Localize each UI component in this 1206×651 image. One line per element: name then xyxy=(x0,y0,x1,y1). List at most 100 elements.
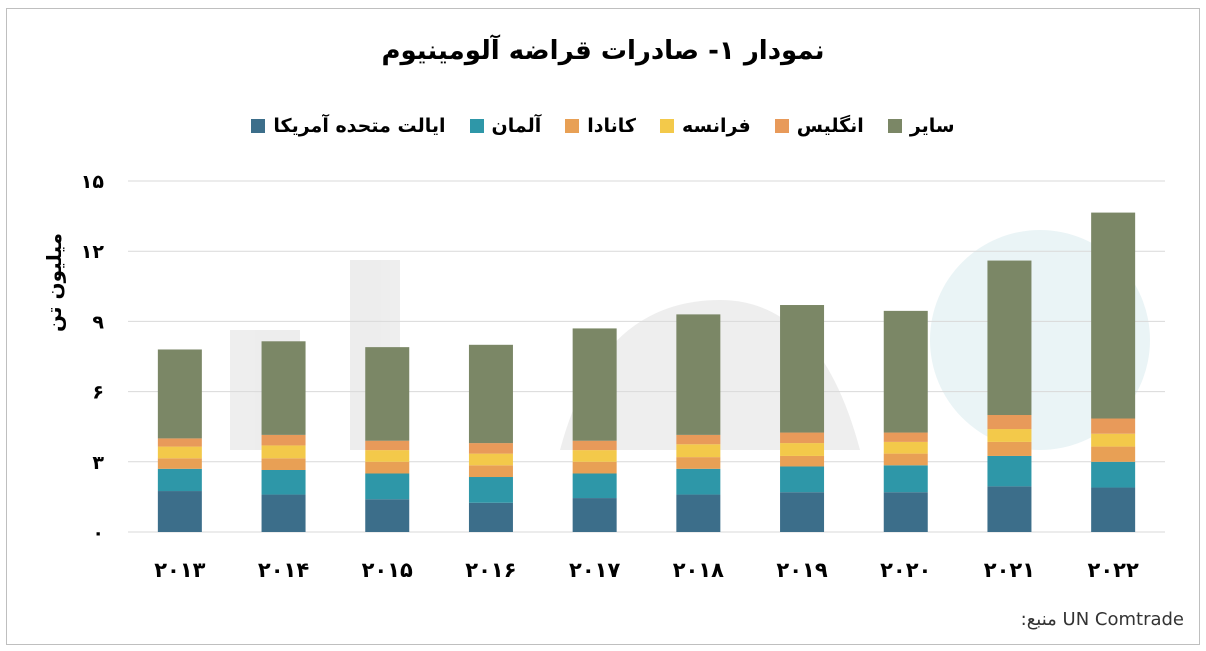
bar-segment xyxy=(780,305,825,433)
source-label: منبع: xyxy=(1020,609,1057,630)
bar-segment xyxy=(365,461,410,474)
bar-segment xyxy=(1091,487,1136,532)
bar-segment xyxy=(883,432,928,442)
bar-segment xyxy=(261,341,306,435)
bar-segment xyxy=(157,349,202,439)
bar-segment xyxy=(1091,461,1136,488)
legend-label: سایر xyxy=(909,115,955,137)
x-tick-label: ۲۰۱۳ xyxy=(154,558,205,582)
bar-segment xyxy=(676,444,721,458)
bar-segment xyxy=(676,434,721,445)
bar-segment xyxy=(883,465,928,493)
x-tick-label: ۲۰۱۵ xyxy=(362,558,413,582)
y-tick-label: ۶ xyxy=(92,382,104,404)
bar-segment xyxy=(468,453,513,466)
y-tick-labels: ۰ ۳ ۶ ۹ ۱۲ ۱۵ xyxy=(81,171,105,544)
bar-segment xyxy=(157,446,202,459)
y-tick-label: ۳ xyxy=(92,452,104,474)
bar-segment xyxy=(468,344,513,444)
legend-item: کانادا xyxy=(565,115,636,137)
bar-segment xyxy=(572,450,617,462)
legend-label: کانادا xyxy=(587,115,636,137)
bar-segment xyxy=(157,458,202,469)
bar-segment xyxy=(780,432,825,444)
bar-segment xyxy=(365,347,410,441)
legend-swatch xyxy=(469,119,484,133)
bar-segment xyxy=(780,443,825,456)
x-tick-label: ۲۰۲۲ xyxy=(1088,558,1139,582)
bar-segment xyxy=(883,441,928,454)
bar-segment xyxy=(987,415,1032,430)
y-tick-label: ۰ xyxy=(92,522,104,544)
bar-segment xyxy=(572,328,617,441)
source-note: منبع: UN Comtrade xyxy=(1021,609,1184,630)
x-tick-label: ۲۰۲۱ xyxy=(984,558,1035,582)
bar-segment xyxy=(261,469,306,495)
bar-segment xyxy=(676,314,721,435)
bar-segment xyxy=(572,473,617,499)
bar-segment xyxy=(780,455,825,467)
bar-segment xyxy=(261,458,306,470)
bar-segment xyxy=(468,465,513,478)
legend-swatch xyxy=(251,119,266,133)
bar-segment xyxy=(1091,433,1136,447)
legend-label: فرانسه xyxy=(681,115,751,137)
bar-segment xyxy=(1091,212,1136,419)
bar-segment xyxy=(572,498,617,532)
source-value: UN Comtrade xyxy=(1062,609,1184,630)
bar-segment xyxy=(572,440,617,451)
x-tick-labels: ۲۰۱۳ ۲۰۱۴ ۲۰۱۵ ۲۰۱۶ ۲۰۱۷ ۲۰۱۸ ۲۰۱۹ ۲۰۲۰ ۲۰۲۱ ۲۰۲۲ xyxy=(154,558,1139,582)
y-tick-label: ۱۲ xyxy=(81,241,105,263)
bar-segment xyxy=(1091,418,1136,434)
bar-segment xyxy=(468,477,513,503)
legend-swatch xyxy=(774,119,789,133)
x-tick-label: ۲۰۱۴ xyxy=(258,558,309,582)
chart-frame xyxy=(6,8,1200,645)
bar-segment xyxy=(365,440,410,451)
y-tick-label: ۹ xyxy=(92,311,104,333)
bar-segment xyxy=(987,260,1032,415)
legend-swatch xyxy=(659,119,674,133)
bar-segment xyxy=(157,491,202,532)
bar-segment xyxy=(572,461,617,474)
legend-item: انگلیس xyxy=(774,115,864,137)
x-tick-label: ۲۰۲۰ xyxy=(880,558,931,582)
x-tick-label: ۲۰۱۶ xyxy=(465,558,516,582)
legend-swatch xyxy=(565,119,580,133)
bar-segment xyxy=(987,486,1032,532)
bar-segment xyxy=(676,457,721,469)
bars xyxy=(157,212,1136,532)
bar-segment xyxy=(261,445,306,459)
bar-segment xyxy=(780,492,825,532)
legend-label: ایالت متحده آمریکا xyxy=(273,115,446,137)
bar-segment xyxy=(261,494,306,532)
bar-segment xyxy=(365,450,410,462)
x-tick-label: ۲۰۱۷ xyxy=(569,558,620,582)
bar-segment xyxy=(883,492,928,532)
legend-item: فرانسه xyxy=(659,115,751,137)
legend-label: آلمان xyxy=(491,115,542,137)
bar-segment xyxy=(1091,446,1136,462)
legend: سایر انگلیس فرانسه کانادا آلمان ایالت متحده آ… xyxy=(0,115,1206,137)
bar-segment xyxy=(676,468,721,495)
legend-item: آلمان xyxy=(469,115,542,137)
bar-segment xyxy=(883,310,928,433)
bar-segment xyxy=(780,466,825,493)
chart-title: نمودار ۱- صادرات قراضه آلومینیوم xyxy=(381,36,825,66)
legend-item: سایر xyxy=(887,115,955,137)
bar-segment xyxy=(261,434,306,446)
bar-segment xyxy=(468,502,513,532)
x-tick-label: ۲۰۱۸ xyxy=(673,558,724,582)
legend-item: ایالت متحده آمریکا xyxy=(251,115,446,137)
bar-segment xyxy=(676,494,721,532)
bar-segment xyxy=(157,468,202,492)
bar-segment xyxy=(987,429,1032,442)
y-tick-label: ۱۵ xyxy=(81,171,105,193)
bar-segment xyxy=(987,441,1032,456)
legend-label: انگلیس xyxy=(796,115,864,137)
bar-segment xyxy=(883,453,928,466)
bar-segment xyxy=(365,473,410,500)
x-tick-label: ۲۰۱۹ xyxy=(776,558,827,582)
legend-swatch xyxy=(887,119,902,133)
